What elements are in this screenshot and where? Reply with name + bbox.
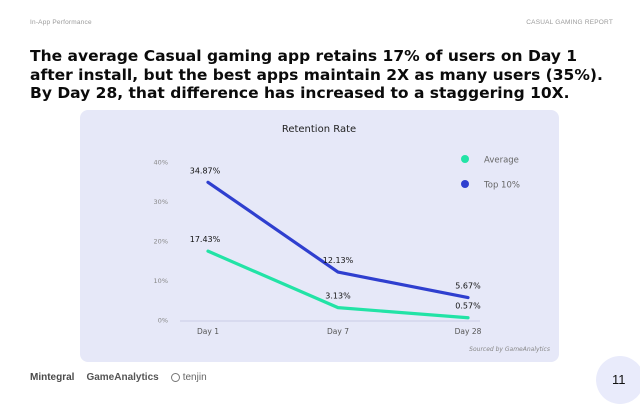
tenjin-logo: tenjin: [170, 372, 207, 383]
data-label: 17.43%: [190, 235, 221, 244]
series-line-average: [206, 249, 470, 320]
page-number-badge: 11: [596, 356, 640, 404]
x-tick-label: Day 1: [197, 327, 219, 336]
x-tick-label: Day 7: [327, 327, 349, 336]
chart-title: Retention Rate: [282, 124, 356, 135]
footer-logos: Mintegral GameAnalytics tenjin: [30, 372, 207, 383]
headline: The average Casual gaming app retains 17…: [30, 47, 603, 103]
data-label: 12.13%: [323, 256, 354, 265]
report-title: CASUAL GAMING REPORT: [526, 19, 613, 26]
page-number: 11: [612, 372, 626, 387]
source-note: Sourced by GameAnalytics: [469, 346, 550, 353]
tenjin-logo-text: tenjin: [182, 372, 207, 383]
data-label: 5.67%: [455, 282, 481, 291]
y-tick-label: 20%: [154, 238, 168, 246]
mintegral-logo: Mintegral: [30, 372, 75, 383]
legend-marker: [461, 180, 469, 188]
retention-chart: Retention Rate 0% 10% 20% 30% 40% Day 1 Day 7…: [154, 124, 550, 353]
x-tick-label: Day 28: [455, 327, 482, 336]
legend-marker: [461, 155, 469, 163]
series-line-top-10: [206, 180, 470, 300]
y-tick-label: 10%: [154, 277, 168, 285]
data-label: 0.57%: [455, 302, 481, 311]
y-tick-label: 0%: [158, 317, 168, 325]
chart-card: Retention Rate 0% 10% 20% 30% 40% Day 1 Day 7…: [80, 110, 559, 362]
y-tick-label: 30%: [154, 198, 168, 206]
section-label: In-App Performance: [30, 19, 92, 26]
gameanalytics-logo: GameAnalytics: [86, 372, 159, 383]
data-label: 3.13%: [325, 292, 351, 301]
legend-label: Average: [484, 156, 519, 166]
legend-label: Top 10%: [483, 181, 520, 191]
data-label: 34.87%: [190, 166, 221, 175]
tenjin-icon: [170, 373, 180, 382]
y-tick-label: 40%: [154, 159, 168, 167]
